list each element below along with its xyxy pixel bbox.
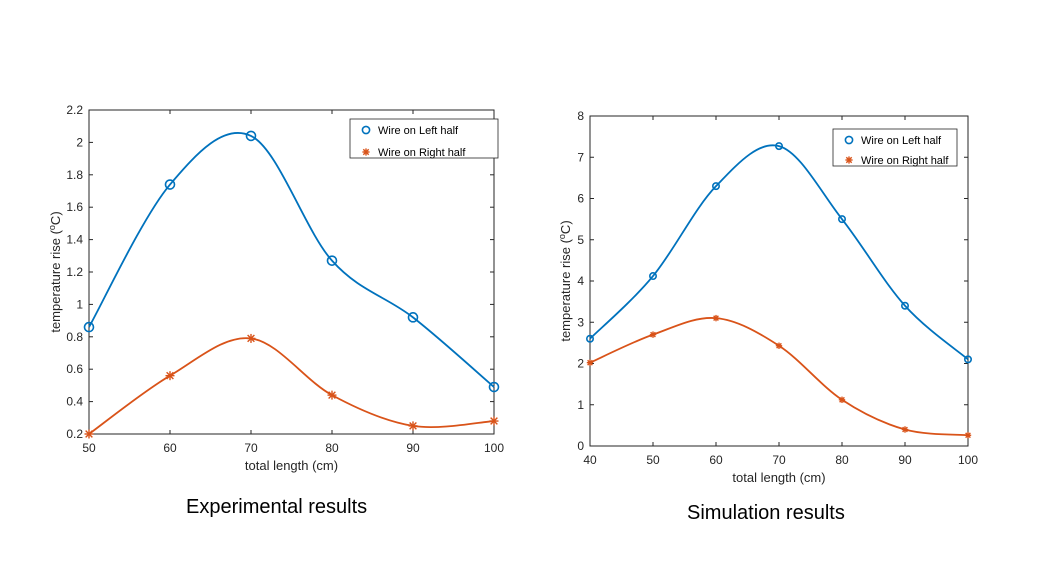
x-tick-label: 100 [484,441,504,455]
y-tick-label: 0.2 [66,427,83,441]
legend-label: Wire on Left half [861,135,942,147]
y-tick-label: 6 [577,192,584,206]
data-point-right-half [838,396,846,403]
y-tick-label: 1.8 [66,168,83,182]
data-point-right-half [246,333,256,343]
data-point-left-half [164,179,176,190]
x-tick-label: 40 [583,453,597,467]
data-point-right-half [408,421,418,431]
y-tick-label: 0.8 [66,330,83,344]
y-tick-label: 3 [577,315,584,329]
data-point-right-half [964,432,972,439]
data-point-right-half [712,314,720,322]
legend-label: Wire on Right half [378,147,466,159]
x-tick-label: 50 [82,441,96,455]
simulation-results-caption: Simulation results [687,502,845,524]
experimental-results-caption: Experimental results [186,496,368,518]
y-tick-label: 2.2 [66,103,83,117]
data-point-right-half [84,429,94,439]
y-axis-label: temperature rise (oC) [557,220,573,341]
data-point-left-half [711,182,720,191]
legend-marker [361,125,371,135]
data-point-right-half [165,371,175,381]
data-point-left-half [963,355,972,364]
legend-marker [845,156,853,164]
y-tick-label: 2 [76,135,83,149]
data-point-left-half [83,321,95,333]
y-tick-label: 0 [577,439,584,453]
data-point-left-half [774,142,783,151]
x-tick-label: 90 [898,453,912,467]
x-tick-label: 70 [772,453,786,467]
legend-marker [844,135,854,145]
data-point-right-half [489,416,499,426]
data-point-left-half [245,130,257,142]
x-axis-label: total length (cm) [245,458,338,473]
legend-box [832,128,958,167]
data-point-right-half [901,426,909,433]
series-line-left-half [589,144,969,361]
data-point-left-half [837,215,846,224]
y-axis-label: temperature rise (oC) [47,211,63,332]
y-tick-label: 2 [577,357,584,371]
legend-box [349,118,499,159]
x-tick-label: 100 [958,453,978,467]
data-point-right-half [327,390,337,400]
y-tick-label: 4 [577,274,584,288]
y-tick-label: 1 [577,398,584,412]
y-tick-label: 1 [76,297,83,311]
experimental-chart: 50 60 70 80 90 100 0.2 0.4 0.6 0.8 1 1.2 1.4 1.6 1.8 2 2… [47,103,504,473]
data-point-left-half [488,381,500,393]
series-line-right-half [88,337,495,435]
y-tick-label: 1.4 [66,233,83,247]
data-point-left-half [648,272,657,281]
legend-label: Wire on Left half [378,125,459,137]
legend: Wire on Left half Wire on Right half [832,128,958,167]
data-point-left-half [326,255,338,266]
y-tick-label: 0.6 [66,362,83,376]
plot-area [589,115,969,447]
y-tick-label: 5 [577,233,584,247]
data-point-right-half [775,342,783,349]
x-tick-label: 70 [244,441,258,455]
y-tick-label: 7 [577,150,584,164]
x-tick-label: 90 [406,441,420,455]
legend: Wire on Left half Wire on Right half [349,118,499,159]
y-tick-label: 8 [577,109,584,123]
data-point-right-half [586,359,594,366]
legend-label: Wire on Right half [861,155,949,167]
x-axis-label: total length (cm) [732,470,825,485]
x-tick-label: 50 [646,453,660,467]
x-tick-label: 80 [835,453,849,467]
x-tick-label: 60 [709,453,723,467]
data-point-left-half [585,334,594,343]
legend-marker [362,148,370,156]
y-tick-label: 1.6 [66,200,83,214]
data-point-left-half [900,301,909,310]
data-point-right-half [649,331,657,338]
plot-area [88,109,495,435]
x-tick-label: 80 [325,441,339,455]
data-point-left-half [407,312,419,323]
x-tick-label: 60 [163,441,177,455]
simulation-chart: 40 50 60 70 80 90 100 0 1 2 3 4 5 6 7 8 total length (cm… [557,109,978,485]
y-tick-label: 1.2 [66,265,83,279]
y-tick-label: 0.4 [66,395,83,409]
